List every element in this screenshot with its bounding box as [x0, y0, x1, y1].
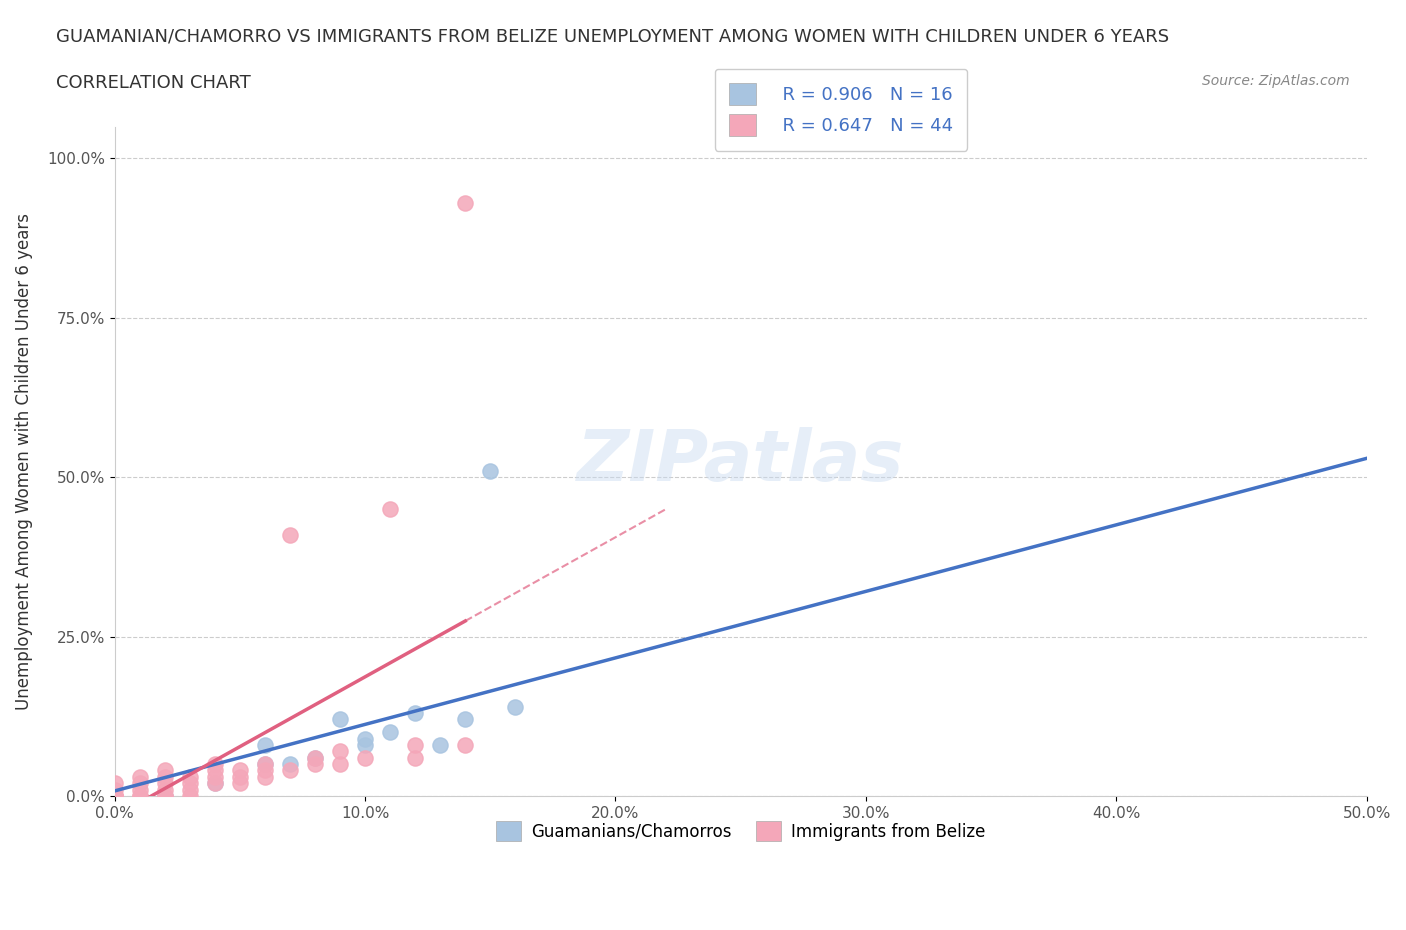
Point — [454, 737, 477, 752]
Point — [204, 776, 226, 790]
Point — [429, 737, 451, 752]
Text: Source: ZipAtlas.com: Source: ZipAtlas.com — [1202, 74, 1350, 88]
Y-axis label: Unemployment Among Women with Children Under 6 years: Unemployment Among Women with Children U… — [15, 213, 32, 710]
Point — [179, 776, 201, 790]
Point — [404, 751, 426, 765]
Point — [104, 789, 127, 804]
Point — [229, 763, 252, 777]
Point — [304, 751, 326, 765]
Point — [104, 789, 127, 804]
Point — [253, 757, 276, 772]
Point — [128, 789, 150, 804]
Point — [278, 763, 301, 777]
Point — [153, 782, 176, 797]
Point — [229, 776, 252, 790]
Point — [204, 769, 226, 784]
Point — [229, 769, 252, 784]
Point — [153, 769, 176, 784]
Legend: Guamanians/Chamorros, Immigrants from Belize: Guamanians/Chamorros, Immigrants from Be… — [482, 807, 1000, 855]
Point — [153, 776, 176, 790]
Point — [128, 776, 150, 790]
Point — [104, 789, 127, 804]
Point — [278, 527, 301, 542]
Text: ZIPatlas: ZIPatlas — [576, 427, 904, 496]
Point — [128, 782, 150, 797]
Point — [454, 712, 477, 727]
Point — [304, 751, 326, 765]
Point — [179, 789, 201, 804]
Point — [378, 501, 401, 516]
Point — [104, 776, 127, 790]
Point — [104, 789, 127, 804]
Point — [153, 789, 176, 804]
Point — [304, 757, 326, 772]
Point — [253, 757, 276, 772]
Point — [204, 757, 226, 772]
Point — [378, 724, 401, 739]
Point — [204, 763, 226, 777]
Point — [329, 757, 352, 772]
Point — [329, 744, 352, 759]
Point — [253, 763, 276, 777]
Text: CORRELATION CHART: CORRELATION CHART — [56, 74, 252, 92]
Point — [454, 195, 477, 210]
Point — [128, 789, 150, 804]
Point — [479, 463, 502, 478]
Point — [354, 731, 377, 746]
Point — [153, 763, 176, 777]
Point — [104, 789, 127, 804]
Text: GUAMANIAN/CHAMORRO VS IMMIGRANTS FROM BELIZE UNEMPLOYMENT AMONG WOMEN WITH CHILD: GUAMANIAN/CHAMORRO VS IMMIGRANTS FROM BE… — [56, 28, 1170, 46]
Point — [253, 737, 276, 752]
Point — [153, 789, 176, 804]
Point — [104, 782, 127, 797]
Point — [505, 699, 527, 714]
Point — [179, 769, 201, 784]
Point — [204, 776, 226, 790]
Point — [253, 769, 276, 784]
Point — [153, 789, 176, 804]
Point — [354, 751, 377, 765]
Point — [354, 737, 377, 752]
Point — [404, 737, 426, 752]
Point — [278, 757, 301, 772]
Point — [179, 782, 201, 797]
Point — [128, 769, 150, 784]
Point — [329, 712, 352, 727]
Point — [404, 706, 426, 721]
